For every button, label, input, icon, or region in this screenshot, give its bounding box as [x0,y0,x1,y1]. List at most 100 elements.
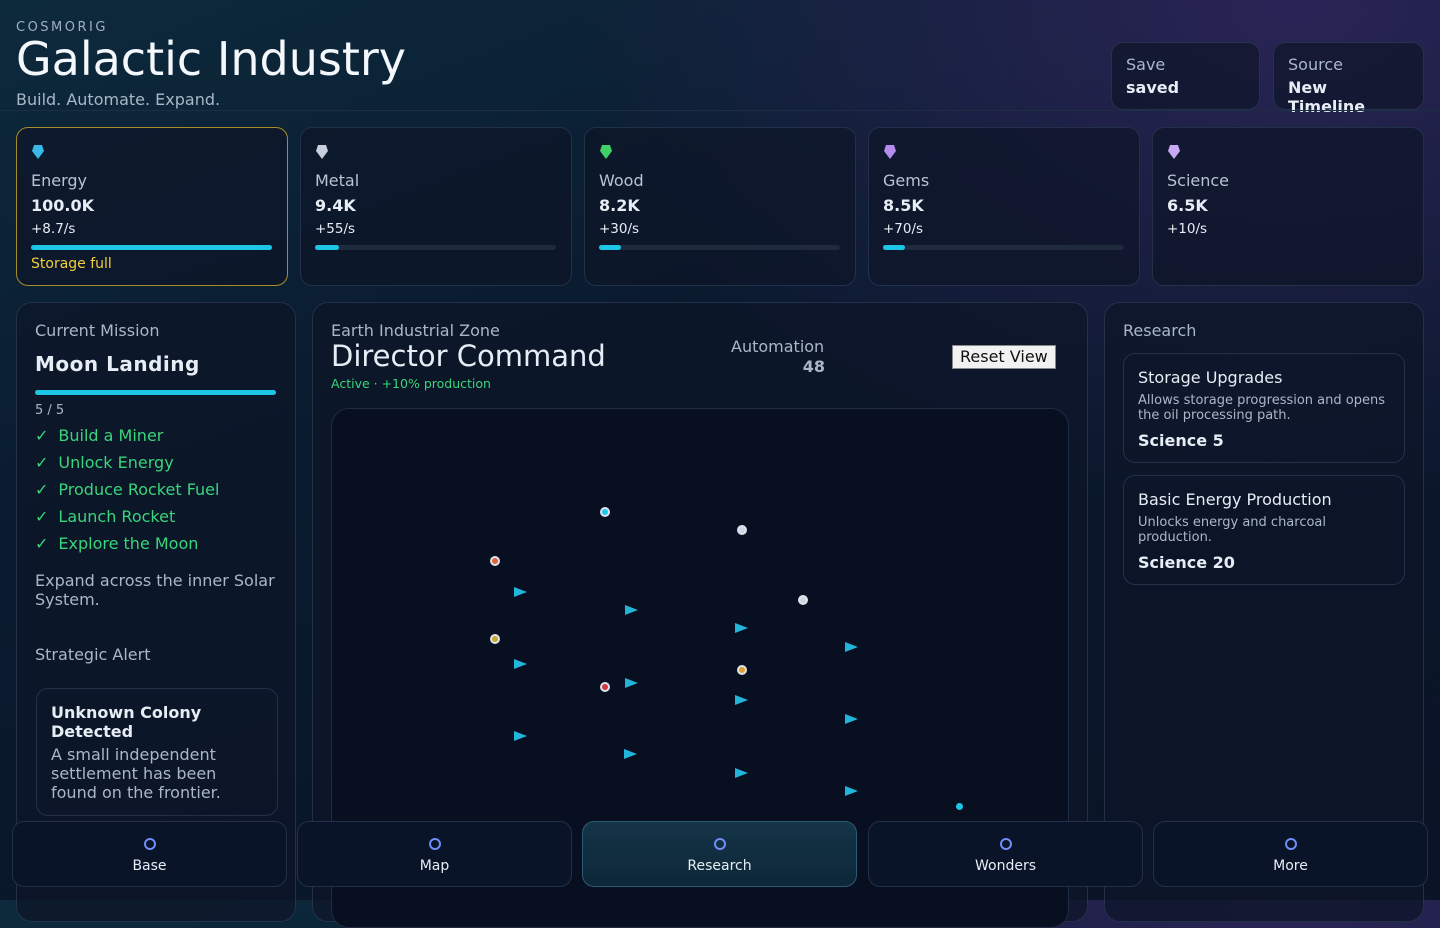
resource-card: Wood 8.2K +30/s [584,127,856,286]
research-item[interactable]: Basic Energy Production Unlocks energy an… [1123,475,1405,585]
nav-button[interactable]: Research [582,821,857,887]
heading: Research [1123,321,1197,340]
objectives: Build a MinerUnlock EnergyProduce Rocket… [35,426,277,561]
resource-name: Wood [599,171,644,190]
resource-name: Gems [883,171,930,190]
resource-rate: +10/s [1167,221,1208,237]
map-unit [735,623,748,633]
storage-bar [599,245,840,250]
mission-name: Moon Landing [35,352,200,376]
nav-label: Wonders [974,858,1036,874]
resource-name: Science [1167,171,1230,190]
storage-bar [315,245,556,250]
research-panel: Research Storage Upgrades Allows storage … [1104,302,1424,922]
icon [315,144,557,162]
icon [31,144,273,162]
map-unit [735,768,748,778]
icon [599,144,841,162]
tagline: Build. Automate. Expand. [16,90,221,109]
nav-button[interactable]: More [1153,821,1428,887]
map-node [956,803,963,810]
research-desc: Allows storage progression and opens the… [1138,393,1385,423]
research-name: Storage Upgrades [1138,368,1283,387]
research-desc: Unlocks energy and charcoal production. [1138,515,1327,545]
nav-label: Base [132,858,167,874]
zone-label: Earth Industrial Zone [331,321,500,340]
label: Source [1288,55,1343,74]
map-node [737,665,747,675]
resource-card: Energy 100.0K +8.7/s Storage full [16,127,288,286]
storage-note: Storage full [31,256,112,272]
description: Expand across the inner Solar System. [35,571,275,609]
nav-label: More [1273,858,1308,874]
objective: Unlock Energy [35,453,277,480]
zone-status: Active · +10% production [331,376,491,391]
page: {"header":{"brand":"COSMORIG","title":"G… [0,0,1440,900]
map-unit [514,587,527,597]
alert-title: Unknown Colony Detected [51,703,202,741]
value: New Timeline [1288,78,1366,116]
zone-title: Director Command [331,339,606,373]
research-cost: Science 5 [1138,431,1224,450]
map-node [737,525,747,535]
save-status: Save saved [1111,42,1260,110]
resource-rate: +8.7/s [31,221,76,237]
resource-amount: 8.5K [883,196,924,215]
nav-label: Research [687,858,752,874]
resource-card: Gems 8.5K +70/s [868,127,1140,286]
nav-button[interactable]: Map [297,821,572,887]
reset-view-button[interactable]: Reset View [952,345,1056,369]
divider [0,110,1440,111]
research-cost: Science 20 [1138,553,1235,572]
resource-card: Science 6.5K +10/s [1152,127,1424,286]
resource-rate: +30/s [599,221,640,237]
nav-icon [583,836,856,852]
progress: 5 / 5 [35,403,65,418]
app-title: Galactic Industry [16,32,407,86]
storage-bar [883,245,1124,250]
automation-label: Automation [731,337,825,356]
map-unit [514,659,527,669]
map-unit [514,731,527,741]
resource-amount: 9.4K [315,196,356,215]
heading: Current Mission [35,321,160,340]
mission-panel: Current Mission Moon Landing 5 / 5 Build… [16,302,296,922]
map-unit [845,642,858,652]
map-unit [845,714,858,724]
nav-icon [1154,836,1427,852]
icon [883,144,1125,162]
resource-amount: 8.2K [599,196,640,215]
nav-icon [298,836,571,852]
nav-label: Map [419,858,450,874]
research-item[interactable]: Storage Upgrades Allows storage progressi… [1123,353,1405,463]
icon [1167,144,1409,162]
map-unit [845,786,858,796]
map-unit [625,678,638,688]
map-node [490,634,500,644]
objective: Produce Rocket Fuel [35,480,277,507]
brand: COSMORIG [16,20,108,35]
source-status: Source New Timeline [1273,42,1424,116]
objective: Build a Miner [35,426,277,453]
map-unit [625,605,638,615]
objective: Launch Rocket [35,507,277,534]
label: Save [1126,55,1166,74]
map-node [490,556,500,566]
research-name: Basic Energy Production [1138,490,1332,509]
resource-name: Metal [315,171,360,190]
value: saved [1126,78,1180,97]
map-unit [735,695,748,705]
alert-card: Unknown Colony Detected A small independ… [36,688,278,816]
resource-rate: +55/s [315,221,356,237]
nav-button[interactable]: Base [12,821,287,887]
resource-name: Energy [31,171,88,190]
automation-value: 48 [802,357,825,376]
alert-heading: Strategic Alert [35,645,151,664]
resource-amount: 6.5K [1167,196,1208,215]
nav-icon [13,836,286,852]
alert-text: A small independent settlement has been … [51,745,221,802]
resource-card: Metal 9.4K +55/s [300,127,572,286]
resource-amount: 100.0K [31,196,95,215]
map-unit [624,749,637,759]
nav-button[interactable]: Wonders [868,821,1143,887]
